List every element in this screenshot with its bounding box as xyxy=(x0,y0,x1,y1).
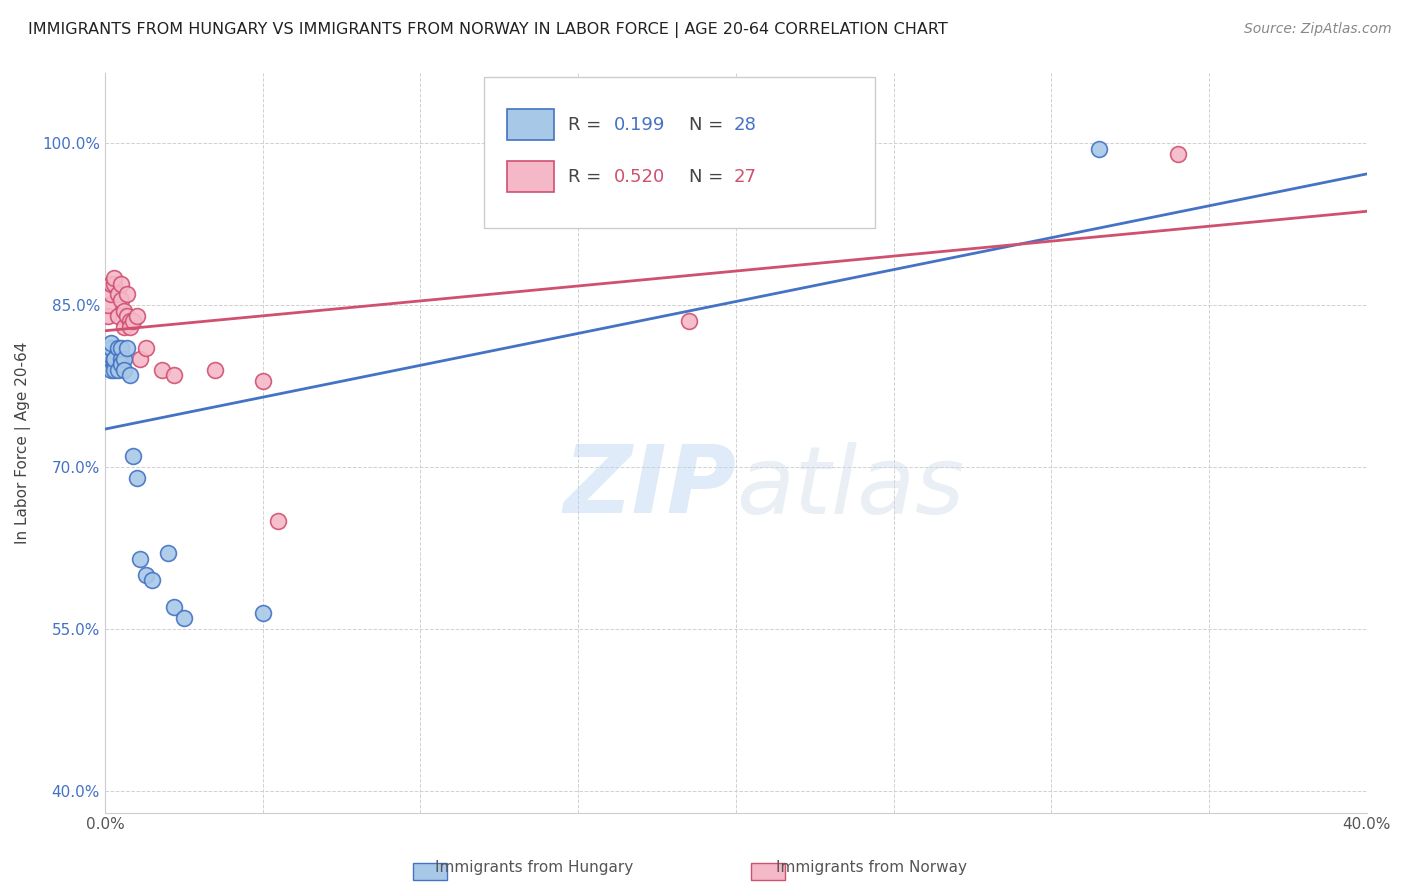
Text: 0.520: 0.520 xyxy=(613,168,665,186)
Point xyxy=(97,347,120,361)
Point xyxy=(110,358,132,372)
Text: N =: N = xyxy=(689,168,730,186)
Point xyxy=(128,352,150,367)
Point xyxy=(128,551,150,566)
Point xyxy=(107,309,129,323)
Text: atlas: atlas xyxy=(735,442,965,533)
Text: 0.199: 0.199 xyxy=(613,116,665,134)
Point xyxy=(125,309,148,323)
Text: Immigrants from Norway: Immigrants from Norway xyxy=(776,861,967,875)
Point xyxy=(100,341,122,355)
Point xyxy=(97,309,120,323)
Point xyxy=(103,363,125,377)
Point xyxy=(107,287,129,301)
FancyBboxPatch shape xyxy=(508,161,554,192)
Point xyxy=(115,287,138,301)
Point xyxy=(103,358,125,372)
Point xyxy=(252,606,274,620)
FancyBboxPatch shape xyxy=(484,77,875,228)
Point xyxy=(100,277,122,291)
Point xyxy=(103,277,125,291)
Point xyxy=(100,287,122,301)
Point xyxy=(252,374,274,388)
Point xyxy=(125,471,148,485)
Point xyxy=(122,449,145,463)
Point xyxy=(120,319,142,334)
FancyBboxPatch shape xyxy=(508,109,554,140)
Point xyxy=(120,368,142,383)
Text: Source: ZipAtlas.com: Source: ZipAtlas.com xyxy=(1244,22,1392,37)
Point xyxy=(115,341,138,355)
Point xyxy=(1167,147,1189,161)
Point xyxy=(97,352,120,367)
Point xyxy=(204,363,226,377)
Point xyxy=(110,352,132,367)
Text: R =: R = xyxy=(568,168,607,186)
Point xyxy=(100,363,122,377)
Point xyxy=(103,271,125,285)
Point xyxy=(150,363,173,377)
Point xyxy=(135,341,157,355)
Text: ZIP: ZIP xyxy=(562,442,735,533)
Text: 28: 28 xyxy=(734,116,756,134)
Point xyxy=(103,352,125,367)
Point xyxy=(122,314,145,328)
Point xyxy=(115,309,138,323)
Text: 27: 27 xyxy=(734,168,756,186)
Point xyxy=(110,341,132,355)
Point xyxy=(110,277,132,291)
Point xyxy=(267,514,290,528)
Y-axis label: In Labor Force | Age 20-64: In Labor Force | Age 20-64 xyxy=(15,342,31,544)
Text: Immigrants from Hungary: Immigrants from Hungary xyxy=(434,861,634,875)
Point xyxy=(173,611,195,625)
Point xyxy=(107,363,129,377)
Point xyxy=(163,368,186,383)
Point xyxy=(1087,142,1109,156)
Point xyxy=(157,546,180,560)
Point xyxy=(107,341,129,355)
Point xyxy=(112,363,135,377)
Point xyxy=(100,335,122,350)
Text: IMMIGRANTS FROM HUNGARY VS IMMIGRANTS FROM NORWAY IN LABOR FORCE | AGE 20-64 COR: IMMIGRANTS FROM HUNGARY VS IMMIGRANTS FR… xyxy=(28,22,948,38)
Point xyxy=(103,352,125,367)
Point xyxy=(120,314,142,328)
Text: N =: N = xyxy=(689,116,730,134)
Point xyxy=(163,600,186,615)
Point xyxy=(112,303,135,318)
Point xyxy=(97,298,120,312)
Point xyxy=(141,574,163,588)
Point xyxy=(110,293,132,307)
Point xyxy=(112,319,135,334)
Text: R =: R = xyxy=(568,116,607,134)
Point xyxy=(135,568,157,582)
Point xyxy=(112,352,135,367)
Point xyxy=(678,314,700,328)
